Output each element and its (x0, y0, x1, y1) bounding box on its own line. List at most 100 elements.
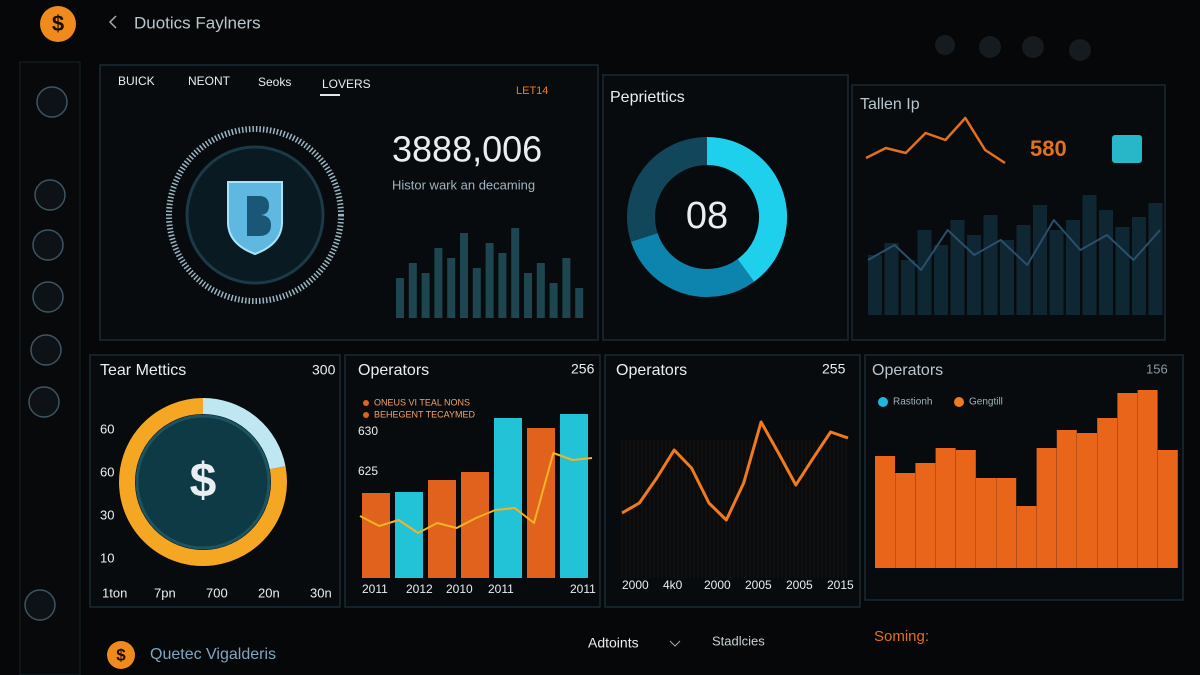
line (867, 219, 1161, 271)
footer-logo[interactable] (107, 641, 135, 669)
bar (395, 492, 423, 578)
line (865, 116, 1006, 165)
bar (875, 456, 895, 568)
bar (1036, 448, 1057, 568)
header-icon[interactable] (1022, 36, 1044, 58)
trend-value: 580 (1030, 136, 1067, 161)
bar (1016, 506, 1037, 568)
legend-dot (954, 397, 964, 407)
bar (575, 288, 584, 318)
bar (408, 263, 417, 318)
bar (1132, 217, 1146, 315)
trend-badge (1112, 135, 1142, 163)
nav-icon[interactable] (32, 229, 64, 261)
app-title: Duotics Faylners (134, 13, 261, 32)
x-label: 2010 (446, 582, 473, 596)
ring-center: 08 (686, 195, 728, 237)
bar (396, 278, 404, 318)
bar (498, 253, 507, 318)
range-select[interactable]: LET14 (516, 85, 548, 97)
y-label: 630 (358, 424, 378, 438)
legend-dot (878, 397, 888, 407)
nav-icon[interactable] (34, 179, 66, 211)
footer-title: Quetec Vigalderis (150, 646, 276, 663)
bar (460, 233, 468, 318)
panel-title: Operators (872, 362, 943, 379)
bar (1082, 195, 1097, 315)
panel-title: Operators (616, 362, 687, 379)
bar (1056, 430, 1077, 568)
tab[interactable]: Seoks (258, 75, 291, 89)
x-label: 30n (310, 585, 332, 600)
nav-icon[interactable] (30, 334, 62, 366)
footer-link[interactable]: Stadlcies (712, 633, 765, 648)
bar (511, 228, 520, 318)
line (359, 452, 593, 534)
bar (868, 255, 882, 315)
bar (1000, 240, 1014, 315)
nav-icon[interactable] (24, 589, 56, 621)
bar (485, 243, 494, 318)
bar (955, 450, 976, 568)
bar (884, 243, 899, 315)
bar (494, 418, 522, 578)
bar (1077, 433, 1097, 568)
bar (560, 414, 588, 578)
x-label: 2005 (745, 578, 772, 592)
x-label: 700 (206, 585, 228, 600)
donut-core (135, 414, 271, 550)
legend-label: Rastionh (893, 397, 932, 408)
x-label: 2011 (570, 582, 596, 596)
footer-menu[interactable]: Adtoints (588, 635, 639, 651)
bar (1137, 390, 1158, 568)
legend-dot (363, 412, 369, 418)
tab[interactable]: NEONT (188, 74, 231, 88)
bar (983, 215, 998, 315)
legend-label: Gengtill (969, 397, 1003, 408)
y-label: 60 (100, 464, 114, 479)
bar (1066, 220, 1080, 315)
nav-icon[interactable] (32, 281, 64, 313)
bar (1033, 205, 1047, 315)
bar (461, 472, 489, 578)
panel-title: Tear Mettics (100, 362, 186, 379)
x-label: 2011 (362, 582, 388, 596)
header-icon[interactable] (1069, 39, 1091, 61)
bar (562, 258, 571, 318)
logo[interactable] (40, 6, 76, 42)
header-icon[interactable] (935, 35, 955, 55)
legend-label: BEHEGENT TECAYMED (374, 409, 476, 419)
bar (434, 248, 443, 318)
caption: Histor wark an decaming (392, 177, 535, 192)
x-label: 7pn (154, 585, 176, 600)
donut-segment (627, 137, 708, 242)
line (621, 420, 849, 522)
tab[interactable]: LOVERS (322, 77, 371, 91)
coin-ring (166, 126, 344, 304)
bar (934, 245, 948, 315)
bar (1016, 225, 1031, 315)
header-icon[interactable] (979, 36, 1001, 58)
x-label: 2012 (406, 582, 433, 596)
y-label: 60 (100, 421, 114, 436)
x-label: 2000 (704, 578, 731, 592)
bar (524, 273, 532, 318)
nav-icon[interactable] (36, 86, 68, 118)
x-label: 1ton (102, 585, 127, 600)
bar (1157, 450, 1178, 568)
y-label: 30 (100, 507, 114, 522)
donut-center: $ (190, 455, 217, 508)
nav-icon[interactable] (28, 386, 60, 418)
logo-glyph: $ (52, 11, 64, 36)
bar (915, 463, 936, 568)
donut-segment (119, 398, 287, 566)
donut-segment (706, 137, 787, 282)
back-button[interactable] (108, 15, 117, 29)
x-label: 2000 (622, 578, 649, 592)
bar (527, 428, 555, 578)
bar (917, 230, 932, 315)
panel-total: 300 (312, 362, 336, 378)
tab[interactable]: BUICK (118, 74, 155, 88)
